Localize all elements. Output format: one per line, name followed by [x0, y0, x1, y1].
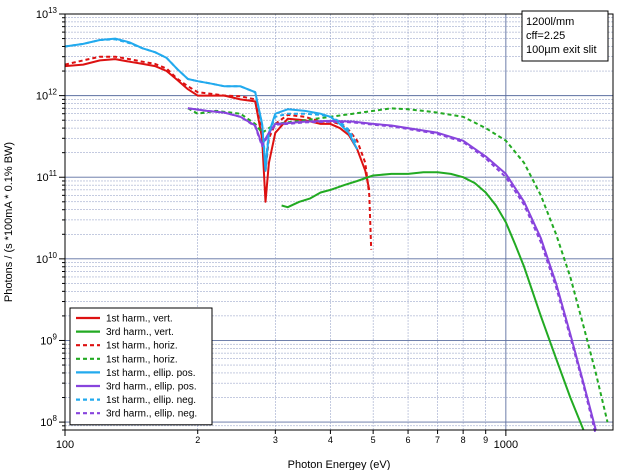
legend-label: 1st harm., ellip. neg.: [106, 395, 196, 406]
info-box: 1200l/mm cff=2.25 100µm exit slit: [521, 10, 609, 62]
x-tick-label: 1000: [494, 439, 518, 451]
x-minor-tick-label: 3: [273, 435, 278, 445]
x-minor-tick-label: 4: [328, 435, 333, 445]
info-box-frame: [521, 10, 609, 62]
legend-label: 1st harm., horiz.: [106, 341, 178, 352]
series-line-4: [187, 107, 609, 423]
y-tick-label: 1012: [36, 88, 58, 103]
x-minor-tick-label: 7: [435, 435, 440, 445]
x-minor-tick-label: 9: [483, 435, 488, 445]
y-axis-title: Photons / (s *100mA * 0.1% BW): [3, 142, 15, 302]
y-tick-label: 1010: [36, 251, 58, 266]
series-line-8: [187, 107, 597, 435]
legend-label: 1st harm., horiz.: [106, 354, 178, 365]
series-line-7: [64, 38, 359, 164]
x-minor-tick-label: 5: [371, 435, 376, 445]
series-group: [64, 37, 609, 435]
x-minor-tick-label: 8: [461, 435, 466, 445]
series-line-5: [64, 37, 359, 172]
ticks: 100 1000 2 3 4 5 6 7 8 9 108 109 1010 1011 1012 1013: [36, 6, 518, 451]
y-tick-label: 109: [40, 332, 57, 347]
legend-frame: [69, 307, 213, 426]
legend-label: 3rd harm., vert.: [106, 327, 174, 338]
info-box-line: 100µm exit slit: [526, 44, 597, 56]
y-tick-label: 1011: [36, 169, 57, 184]
legend-label: 1st harm., vert.: [106, 314, 173, 325]
y-tick-label: 1013: [36, 6, 58, 21]
x-minor-tick-label: 6: [406, 435, 411, 445]
info-box-line: cff=2.25: [526, 30, 565, 42]
legend-label: 3rd harm., ellip. pos.: [106, 382, 197, 393]
legend-label: 3rd harm., ellip. neg.: [106, 409, 197, 420]
series-line-2: [281, 171, 585, 431]
series-line-1: [64, 58, 371, 203]
plot-frame: [64, 13, 614, 431]
x-minor-tick-label: 2: [195, 435, 200, 445]
info-box-line: 1200l/mm: [526, 16, 574, 28]
legend-label: 1st harm., ellip. pos.: [106, 368, 195, 379]
x-axis-title: Photon Energey (eV): [288, 459, 391, 470]
y-tick-label: 108: [40, 414, 57, 429]
legend: 1st harm., vert. 3rd harm., vert. 1st harm…: [69, 307, 213, 426]
x-tick-label: 100: [56, 439, 74, 451]
